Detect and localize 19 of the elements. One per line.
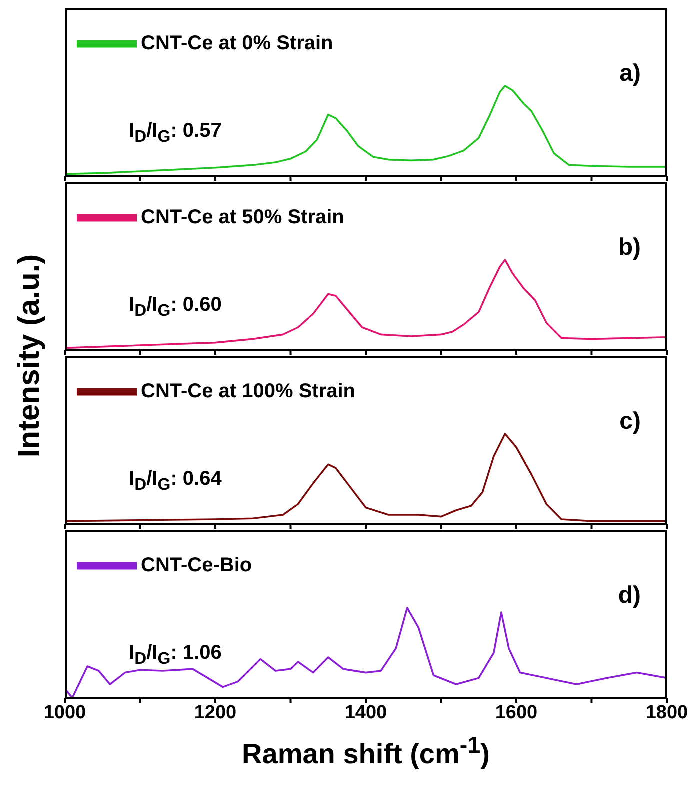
legend-label: CNT-Ce at 50% Strain	[141, 206, 344, 228]
legend-label: CNT-Ce-Bio	[141, 554, 252, 576]
annotation: I$_{D}$/I$_{G}$: 0.57	[129, 120, 222, 147]
x-axis-title: Raman shift (cm$^{-1}$)	[241, 732, 491, 770]
x-tick-label: 1000	[44, 702, 86, 724]
x-tick-label: 1400	[344, 702, 388, 724]
legend-label: CNT-Ce at 100% Strain	[141, 380, 356, 402]
x-tick-label: 1200	[194, 702, 237, 724]
annotation: a)	[620, 60, 641, 88]
annotation: I$_{D}$/I$_{G}$: 1.06	[129, 642, 222, 669]
annotation: c)	[620, 408, 641, 436]
y-axis-title: Intensity (a.u.)	[13, 254, 47, 458]
legend-label: CNT-Ce at 0% Strain	[141, 32, 334, 54]
annotation: I$_{D}$/I$_{G}$: 0.60	[129, 294, 222, 321]
annotation: d)	[618, 582, 641, 610]
annotation: I$_{D}$/I$_{G}$: 0.64	[129, 468, 222, 495]
x-tick-label: 1800	[646, 702, 688, 724]
x-tick-label: 1600	[495, 702, 538, 724]
annotation: b)	[618, 234, 641, 262]
